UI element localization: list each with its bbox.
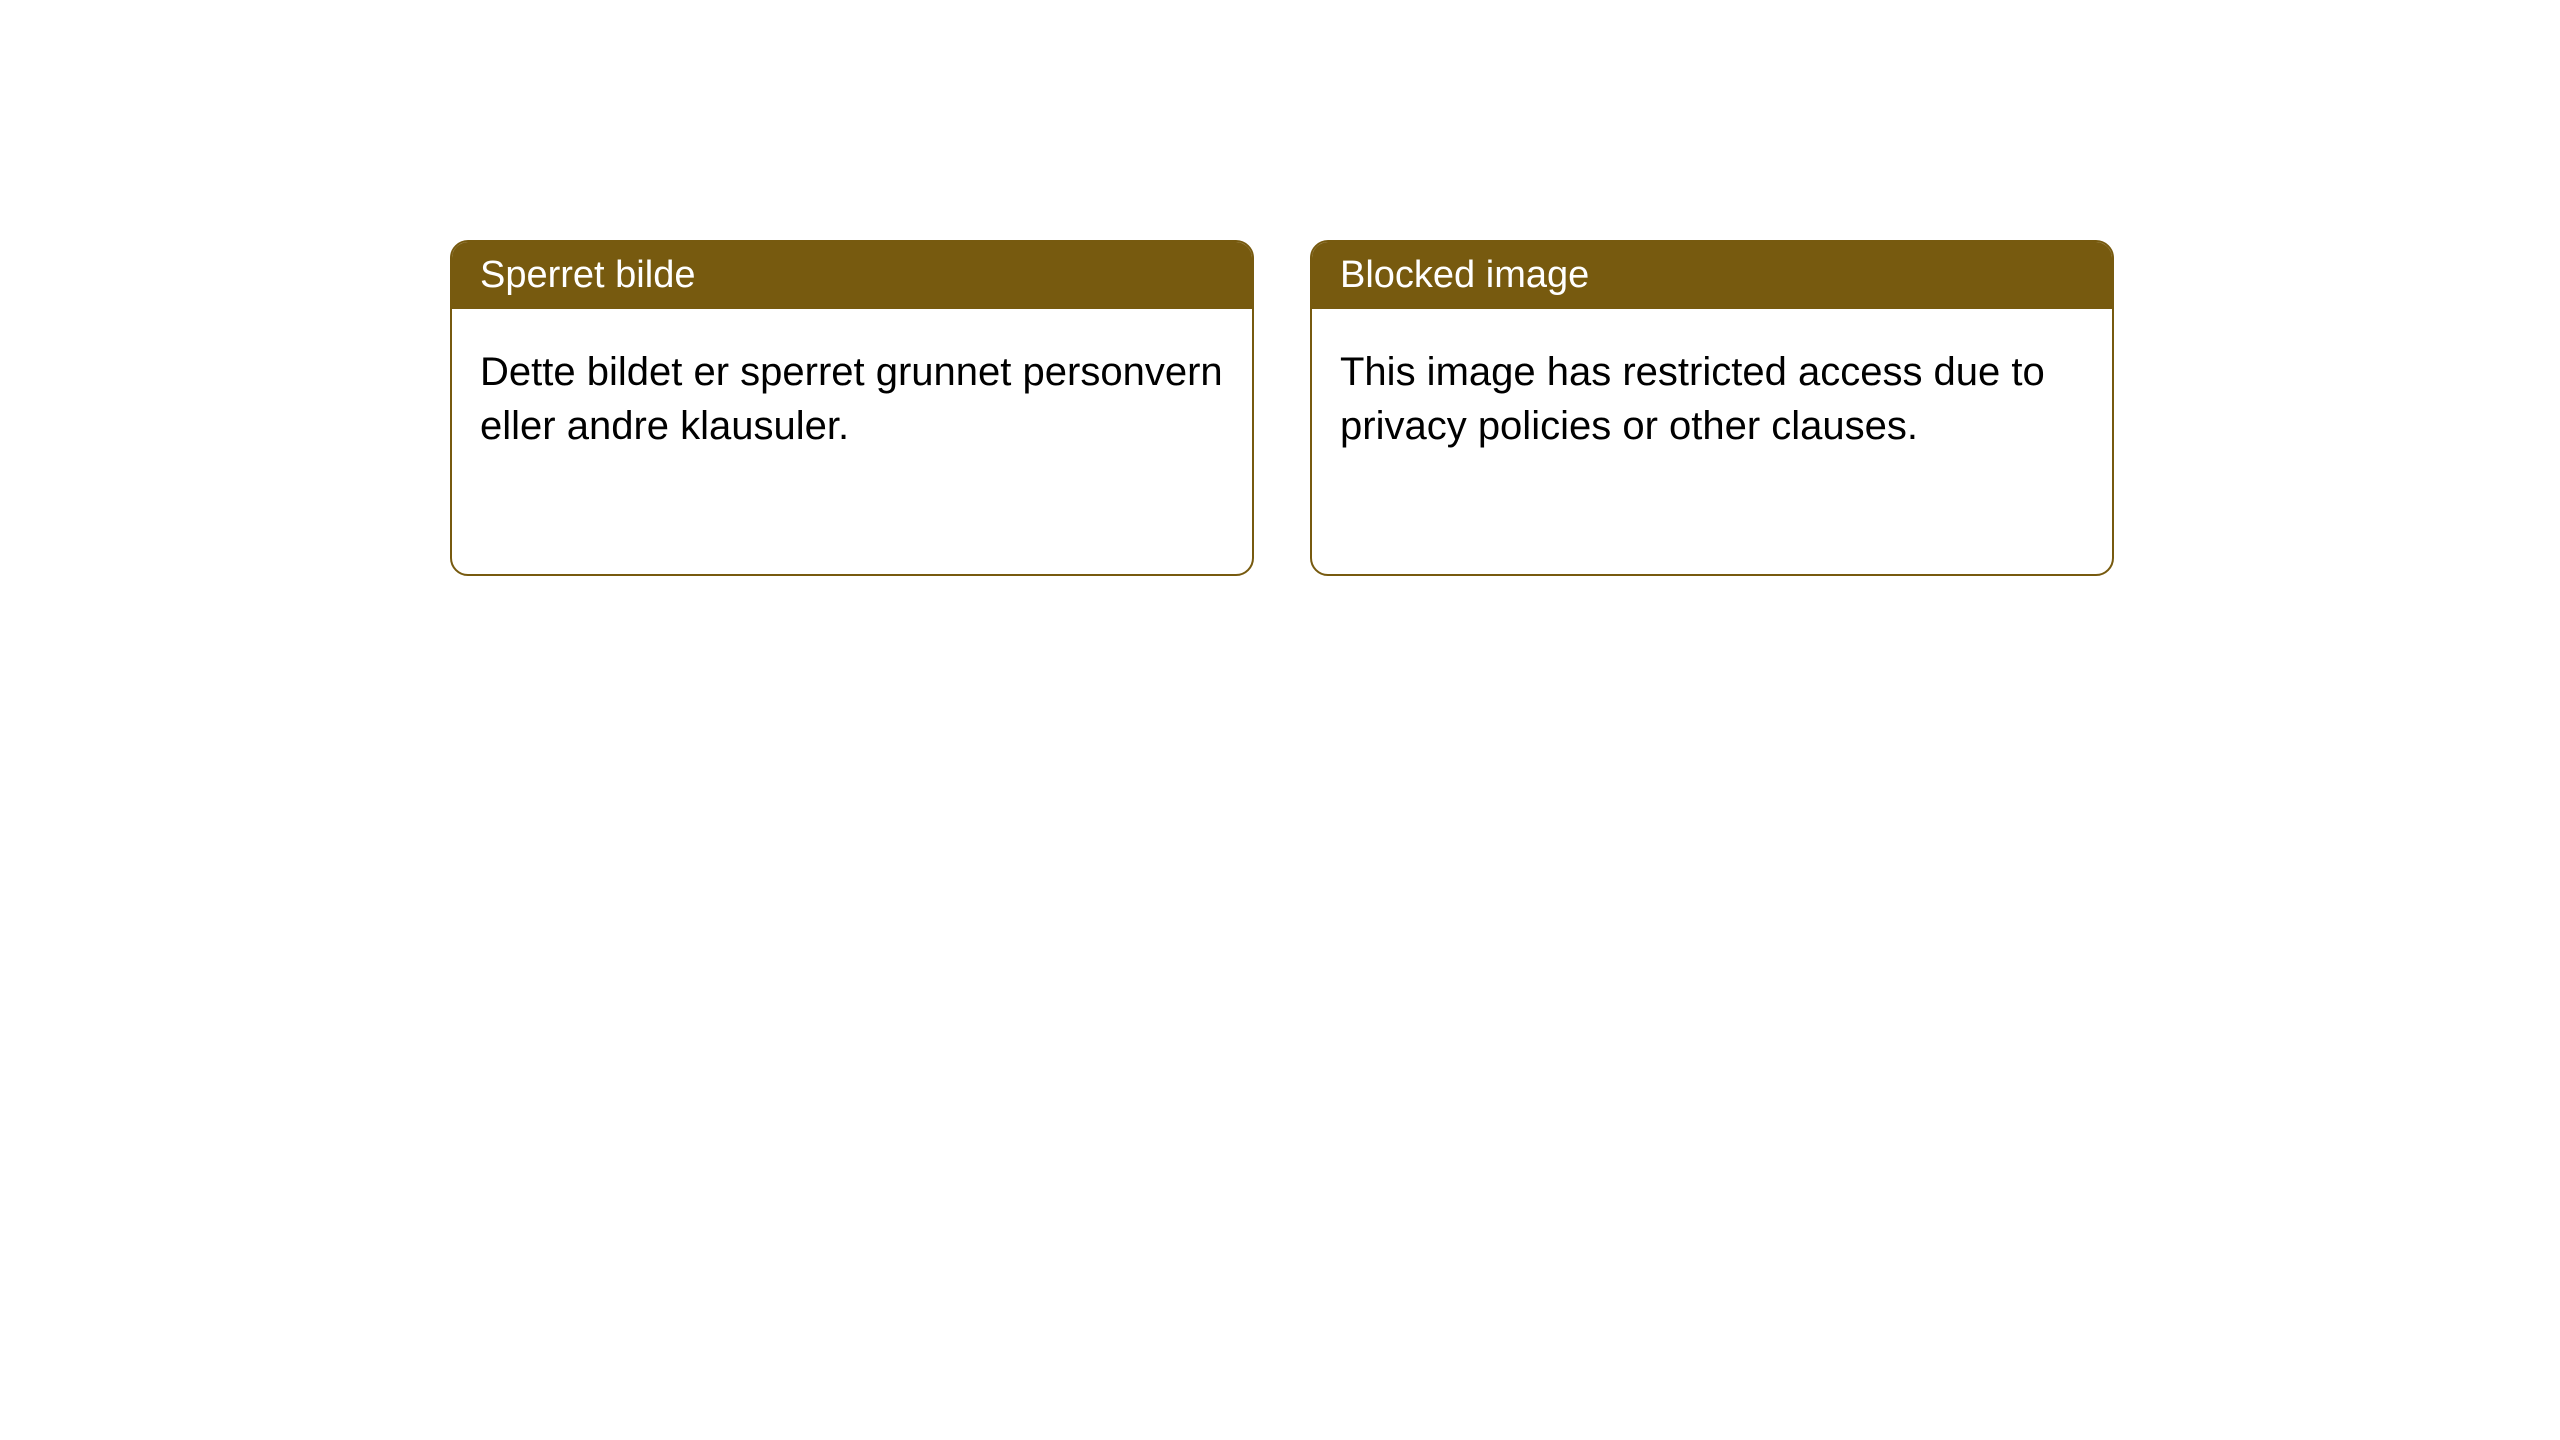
notice-container: Sperret bilde Dette bildet er sperret gr… (0, 0, 2560, 576)
notice-body-english: This image has restricted access due to … (1312, 309, 2112, 489)
notice-card-english: Blocked image This image has restricted … (1310, 240, 2114, 576)
notice-header-english: Blocked image (1312, 242, 2112, 309)
notice-card-norwegian: Sperret bilde Dette bildet er sperret gr… (450, 240, 1254, 576)
notice-body-norwegian: Dette bildet er sperret grunnet personve… (452, 309, 1252, 489)
notice-header-norwegian: Sperret bilde (452, 242, 1252, 309)
